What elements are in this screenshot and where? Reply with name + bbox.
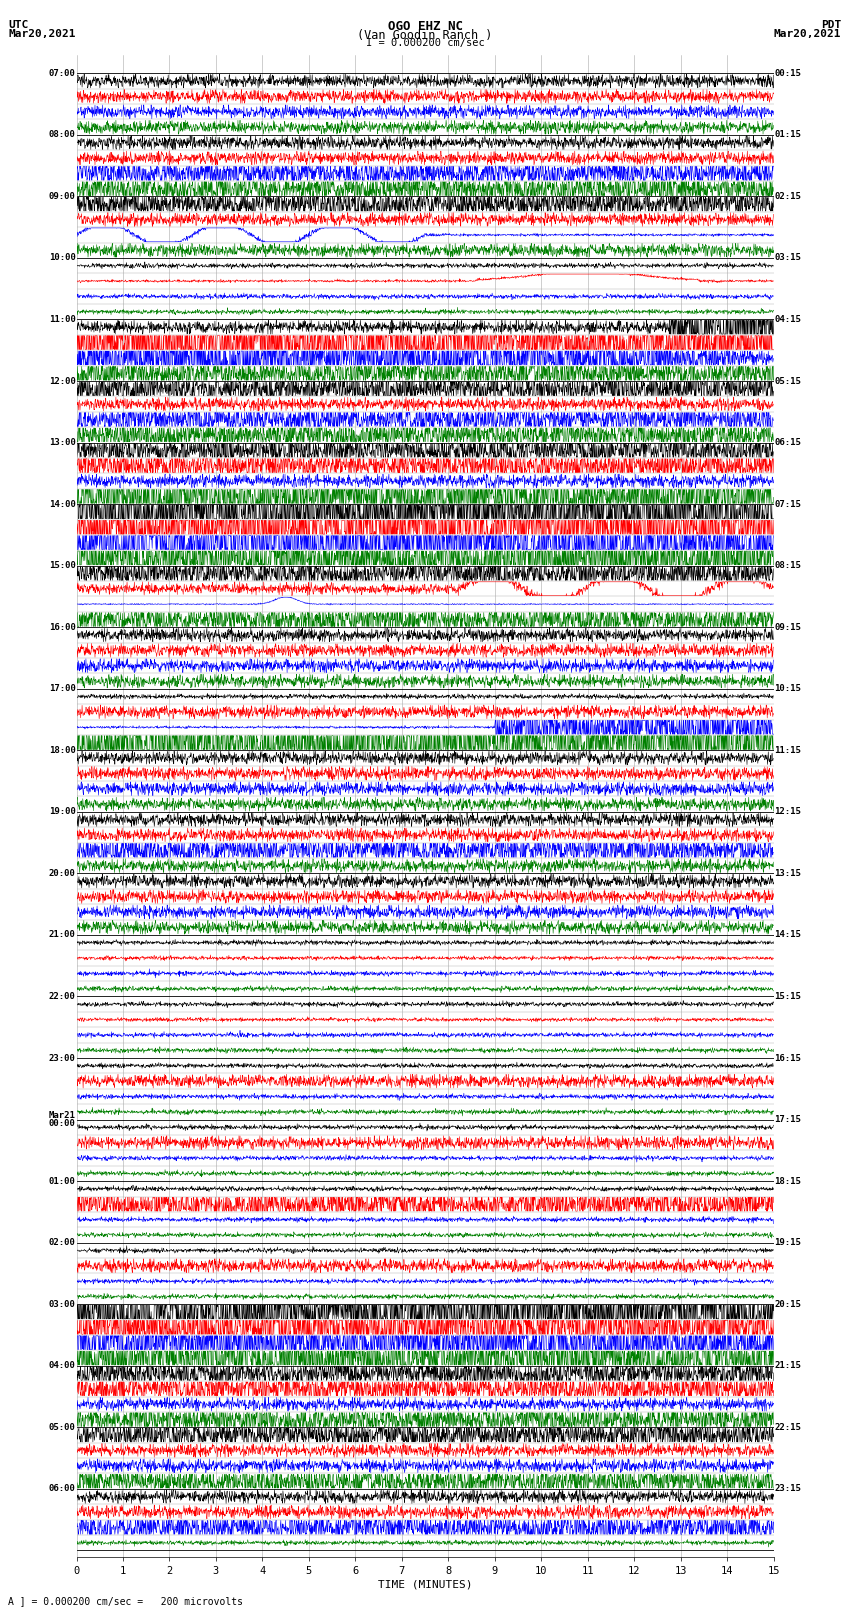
Text: 01:15: 01:15 bbox=[774, 131, 801, 139]
Text: 05:15: 05:15 bbox=[774, 376, 801, 386]
Text: 16:15: 16:15 bbox=[774, 1053, 801, 1063]
Text: 17:00: 17:00 bbox=[49, 684, 76, 694]
Text: 20:15: 20:15 bbox=[774, 1300, 801, 1308]
Text: 21:15: 21:15 bbox=[774, 1361, 801, 1371]
Text: 18:00: 18:00 bbox=[49, 745, 76, 755]
Text: 10:15: 10:15 bbox=[774, 684, 801, 694]
Text: 13:00: 13:00 bbox=[49, 439, 76, 447]
Text: 22:15: 22:15 bbox=[774, 1423, 801, 1432]
Text: 04:00: 04:00 bbox=[49, 1361, 76, 1371]
Text: 05:00: 05:00 bbox=[49, 1423, 76, 1432]
Text: 16:00: 16:00 bbox=[49, 623, 76, 632]
Text: 03:15: 03:15 bbox=[774, 253, 801, 263]
Text: 03:00: 03:00 bbox=[49, 1300, 76, 1308]
Text: Mar20,2021: Mar20,2021 bbox=[774, 29, 842, 39]
Text: 15:00: 15:00 bbox=[49, 561, 76, 569]
Text: 01:00: 01:00 bbox=[49, 1176, 76, 1186]
Text: (Van Goodin Ranch ): (Van Goodin Ranch ) bbox=[357, 29, 493, 42]
Text: 21:00: 21:00 bbox=[49, 931, 76, 939]
Text: 06:15: 06:15 bbox=[774, 439, 801, 447]
Text: 00:15: 00:15 bbox=[774, 69, 801, 77]
Text: 07:00: 07:00 bbox=[49, 69, 76, 77]
Text: 23:15: 23:15 bbox=[774, 1484, 801, 1494]
Text: OGO EHZ NC: OGO EHZ NC bbox=[388, 19, 462, 34]
Text: 02:00: 02:00 bbox=[49, 1239, 76, 1247]
Text: A ] = 0.000200 cm/sec =   200 microvolts: A ] = 0.000200 cm/sec = 200 microvolts bbox=[8, 1597, 243, 1607]
Text: 14:00: 14:00 bbox=[49, 500, 76, 508]
Text: 19:15: 19:15 bbox=[774, 1239, 801, 1247]
Text: 15:15: 15:15 bbox=[774, 992, 801, 1002]
Text: 10:00: 10:00 bbox=[49, 253, 76, 263]
Text: 23:00: 23:00 bbox=[49, 1053, 76, 1063]
Text: 14:15: 14:15 bbox=[774, 931, 801, 939]
Text: 02:15: 02:15 bbox=[774, 192, 801, 202]
Text: 17:15: 17:15 bbox=[774, 1115, 801, 1124]
X-axis label: TIME (MINUTES): TIME (MINUTES) bbox=[377, 1579, 473, 1590]
Text: 08:15: 08:15 bbox=[774, 561, 801, 569]
Text: Mar20,2021: Mar20,2021 bbox=[8, 29, 76, 39]
Text: 19:00: 19:00 bbox=[49, 808, 76, 816]
Text: 11:00: 11:00 bbox=[49, 315, 76, 324]
Text: 04:15: 04:15 bbox=[774, 315, 801, 324]
Text: 06:00: 06:00 bbox=[49, 1484, 76, 1494]
Text: 07:15: 07:15 bbox=[774, 500, 801, 508]
Text: 22:00: 22:00 bbox=[49, 992, 76, 1002]
Text: 13:15: 13:15 bbox=[774, 869, 801, 877]
Text: I = 0.000200 cm/sec: I = 0.000200 cm/sec bbox=[366, 37, 484, 48]
Text: 12:15: 12:15 bbox=[774, 808, 801, 816]
Text: 08:00: 08:00 bbox=[49, 131, 76, 139]
Text: 11:15: 11:15 bbox=[774, 745, 801, 755]
Text: PDT: PDT bbox=[821, 19, 842, 31]
Text: 12:00: 12:00 bbox=[49, 376, 76, 386]
Text: 20:00: 20:00 bbox=[49, 869, 76, 877]
Text: 09:15: 09:15 bbox=[774, 623, 801, 632]
Text: UTC: UTC bbox=[8, 19, 29, 31]
Text: 09:00: 09:00 bbox=[49, 192, 76, 202]
Text: Mar21
00:00: Mar21 00:00 bbox=[49, 1111, 76, 1127]
Text: 18:15: 18:15 bbox=[774, 1176, 801, 1186]
